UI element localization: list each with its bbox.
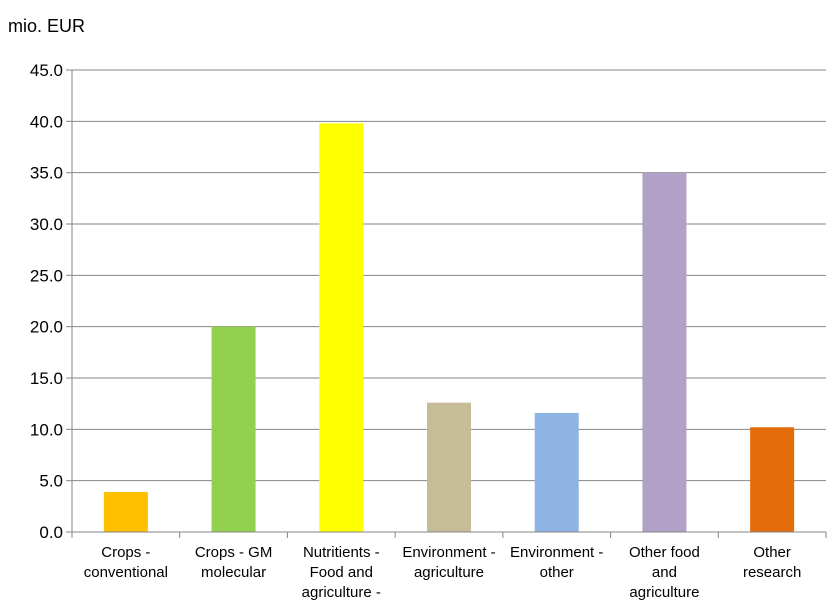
y-tick-label: 15.0 xyxy=(30,369,63,388)
y-tick-label: 40.0 xyxy=(30,112,63,131)
bar xyxy=(319,123,364,533)
x-category-label: Other research xyxy=(743,544,801,581)
bar xyxy=(642,172,687,532)
y-tick-label: 20.0 xyxy=(30,318,63,337)
y-axis-unit-label: mio. EUR xyxy=(8,16,86,36)
x-category-label: Other food and agriculture xyxy=(629,544,700,601)
bar xyxy=(534,412,579,532)
x-category-label: Environment -agriculture xyxy=(402,544,495,581)
axis-lines xyxy=(66,70,827,538)
y-tick-label: 5.0 xyxy=(39,472,63,491)
bar xyxy=(103,491,148,532)
x-category-label: Crops - GM molecular xyxy=(195,544,273,581)
bar xyxy=(211,326,256,532)
x-axis-labels: Crops -conventional Crops - GM molecular Nu… xyxy=(84,544,802,601)
x-category-label: Crops -conventional xyxy=(84,544,168,581)
y-axis-ticks: 0.0 5.0 10.0 15.0 20.0 25.0 30.0 35.0 40.0 45.0 xyxy=(30,61,72,542)
y-tick-label: 30.0 xyxy=(30,215,63,234)
bar xyxy=(427,402,471,532)
x-category-label: Environment -other xyxy=(510,544,603,581)
bar xyxy=(750,427,795,532)
y-tick-label: 45.0 xyxy=(30,61,63,80)
y-tick-label: 0.0 xyxy=(39,523,63,542)
x-category-label: Nutritients -Food and agriculture - xyxy=(302,544,381,601)
bars xyxy=(103,123,795,533)
y-tick-label: 25.0 xyxy=(30,266,63,285)
y-tick-label: 35.0 xyxy=(30,164,63,183)
y-tick-label: 10.0 xyxy=(30,420,63,439)
